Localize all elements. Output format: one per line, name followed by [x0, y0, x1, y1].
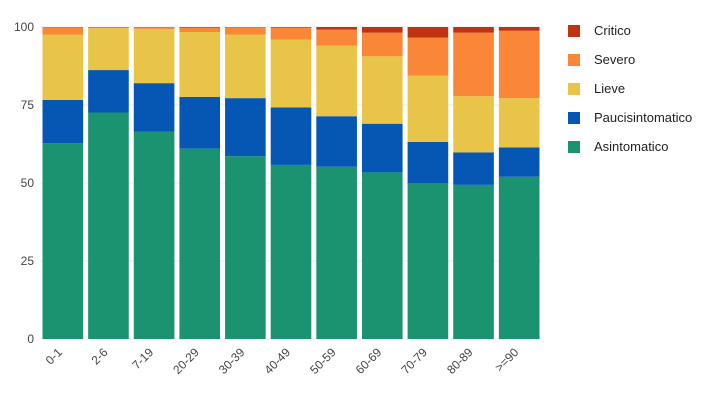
bars-group	[43, 27, 540, 339]
bar-segment-lieve-2	[134, 29, 175, 83]
legend-swatch	[568, 54, 580, 66]
x-tick-label: 40-49	[262, 345, 294, 377]
bar-segment-severo-1	[88, 27, 129, 28]
bar-segment-lieve-3	[179, 32, 220, 97]
bar-segment-paucisintomatico-8	[408, 142, 449, 183]
bar-segment-lieve-5	[271, 39, 312, 107]
bar-segment-severo-7	[362, 33, 403, 57]
y-tick-label: 75	[21, 98, 35, 112]
legend-swatch	[568, 141, 580, 153]
bar-segment-lieve-0	[43, 34, 84, 100]
bar-segment-severo-5	[271, 28, 312, 40]
bar-segment-lieve-1	[88, 28, 129, 70]
bar-segment-critico-8	[408, 27, 449, 38]
chart-legend: Critico Severo Lieve Paucisintomatico Asinto…	[568, 16, 692, 161]
bar-segment-paucisintomatico-6	[316, 116, 357, 167]
bar-segment-severo-2	[134, 27, 175, 29]
bar-segment-severo-10	[499, 31, 540, 98]
x-tick-label: 2-6	[88, 345, 110, 367]
legend-item-lieve[interactable]: Lieve	[568, 74, 692, 103]
x-tick-label: 20-29	[170, 345, 202, 377]
legend-swatch	[568, 25, 580, 37]
bar-segment-paucisintomatico-4	[225, 98, 266, 156]
legend-item-paucisintomatico[interactable]: Paucisintomatico	[568, 103, 692, 132]
bar-segment-lieve-8	[408, 76, 449, 142]
bar-segment-paucisintomatico-1	[88, 70, 129, 112]
legend-label: Paucisintomatico	[594, 110, 692, 125]
legend-swatch	[568, 83, 580, 95]
x-tick-label: >=90	[492, 345, 521, 374]
bar-segment-asintomatico-7	[362, 172, 403, 339]
bar-segment-asintomatico-8	[408, 183, 449, 339]
bar-segment-critico-9	[453, 27, 494, 33]
bar-segment-asintomatico-10	[499, 177, 540, 339]
x-tick-label: 50-59	[307, 345, 339, 377]
bar-segment-severo-6	[316, 29, 357, 45]
bar-segment-critico-3	[179, 27, 220, 28]
bar-segment-lieve-9	[453, 96, 494, 152]
bar-segment-asintomatico-9	[453, 185, 494, 339]
bar-segment-paucisintomatico-5	[271, 107, 312, 164]
y-tick-label: 25	[21, 254, 35, 268]
bar-segment-paucisintomatico-0	[43, 100, 84, 143]
bar-segment-critico-5	[271, 27, 312, 28]
x-tick-label: 60-69	[353, 345, 385, 377]
legend-item-asintomatico[interactable]: Asintomatico	[568, 132, 692, 161]
bar-segment-asintomatico-4	[225, 156, 266, 339]
bar-segment-critico-6	[316, 27, 357, 29]
legend-label: Critico	[594, 23, 631, 38]
x-tick-label: 0-1	[43, 345, 65, 367]
bar-segment-paucisintomatico-3	[179, 97, 220, 149]
bar-segment-lieve-6	[316, 46, 357, 117]
legend-label: Lieve	[594, 81, 625, 96]
bar-segment-severo-4	[225, 27, 266, 34]
bar-segment-severo-9	[453, 33, 494, 97]
x-tick-label: 30-39	[216, 345, 248, 377]
bar-segment-paucisintomatico-10	[499, 147, 540, 176]
bar-segment-lieve-10	[499, 98, 540, 147]
bar-segment-paucisintomatico-7	[362, 124, 403, 173]
legend-swatch	[568, 112, 580, 124]
legend-label: Asintomatico	[594, 139, 668, 154]
bar-segment-asintomatico-5	[271, 165, 312, 339]
legend-item-critico[interactable]: Critico	[568, 16, 692, 45]
bar-segment-paucisintomatico-9	[453, 152, 494, 184]
bar-segment-asintomatico-2	[134, 132, 175, 339]
x-tick-label: 70-79	[398, 345, 430, 377]
bar-segment-severo-0	[43, 27, 84, 34]
bar-segment-asintomatico-3	[179, 149, 220, 339]
x-tick-label: 80-89	[444, 345, 476, 377]
legend-item-severo[interactable]: Severo	[568, 45, 692, 74]
bar-segment-lieve-7	[362, 56, 403, 123]
bar-segment-asintomatico-6	[316, 167, 357, 339]
y-tick-label: 50	[21, 176, 35, 190]
bar-segment-paucisintomatico-2	[134, 83, 175, 132]
y-tick-label: 0	[27, 332, 34, 346]
y-tick-label: 100	[14, 20, 34, 34]
bar-segment-asintomatico-1	[88, 112, 129, 339]
bar-segment-asintomatico-0	[43, 143, 84, 339]
bar-segment-lieve-4	[225, 34, 266, 98]
x-tick-label: 7-19	[129, 345, 156, 372]
bar-segment-severo-3	[179, 28, 220, 32]
legend-label: Severo	[594, 52, 635, 67]
bar-segment-severo-8	[408, 38, 449, 76]
bar-segment-critico-7	[362, 27, 403, 33]
bar-segment-critico-10	[499, 27, 540, 31]
